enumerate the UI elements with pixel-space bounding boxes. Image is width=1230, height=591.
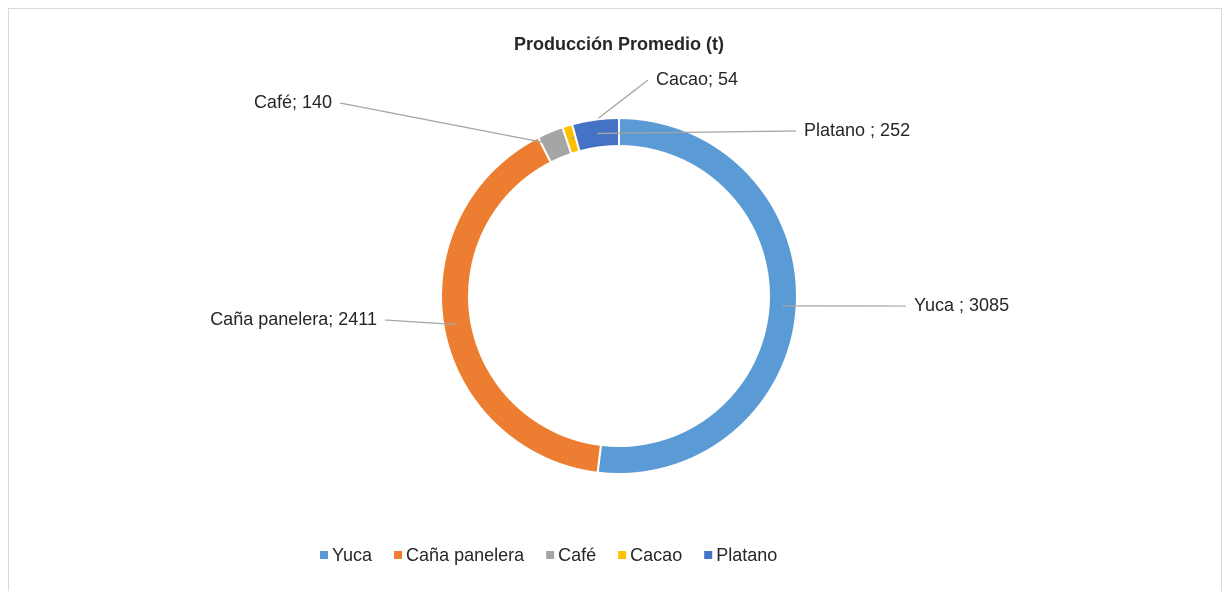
legend-label: Yuca	[332, 545, 373, 565]
legend-swatch	[704, 551, 713, 559]
chart-title: Producción Promedio (t)	[514, 34, 724, 54]
legend-label: Café	[558, 545, 596, 565]
legend-label: Cacao	[630, 545, 682, 565]
donut-slice	[440, 136, 603, 474]
leader-line	[597, 130, 797, 135]
legend-swatch	[546, 551, 555, 559]
donut-slice	[570, 116, 620, 153]
legend-swatch	[394, 551, 403, 559]
chart-border	[8, 8, 1222, 591]
data-label: Cacao; 54	[656, 69, 738, 89]
data-label: Caña panelera; 2411	[210, 309, 377, 329]
leader-line	[339, 102, 556, 146]
data-label: Platano ; 252	[804, 120, 910, 140]
leader-line	[384, 319, 458, 326]
legend-label: Caña panelera	[406, 545, 525, 565]
data-label: Yuca ; 3085	[914, 295, 1009, 315]
donut-slice	[596, 116, 798, 475]
legend-swatch	[320, 551, 328, 559]
data-label: Café; 140	[254, 92, 332, 112]
legend-label: Platano	[716, 545, 777, 565]
legend-swatch	[618, 551, 627, 559]
